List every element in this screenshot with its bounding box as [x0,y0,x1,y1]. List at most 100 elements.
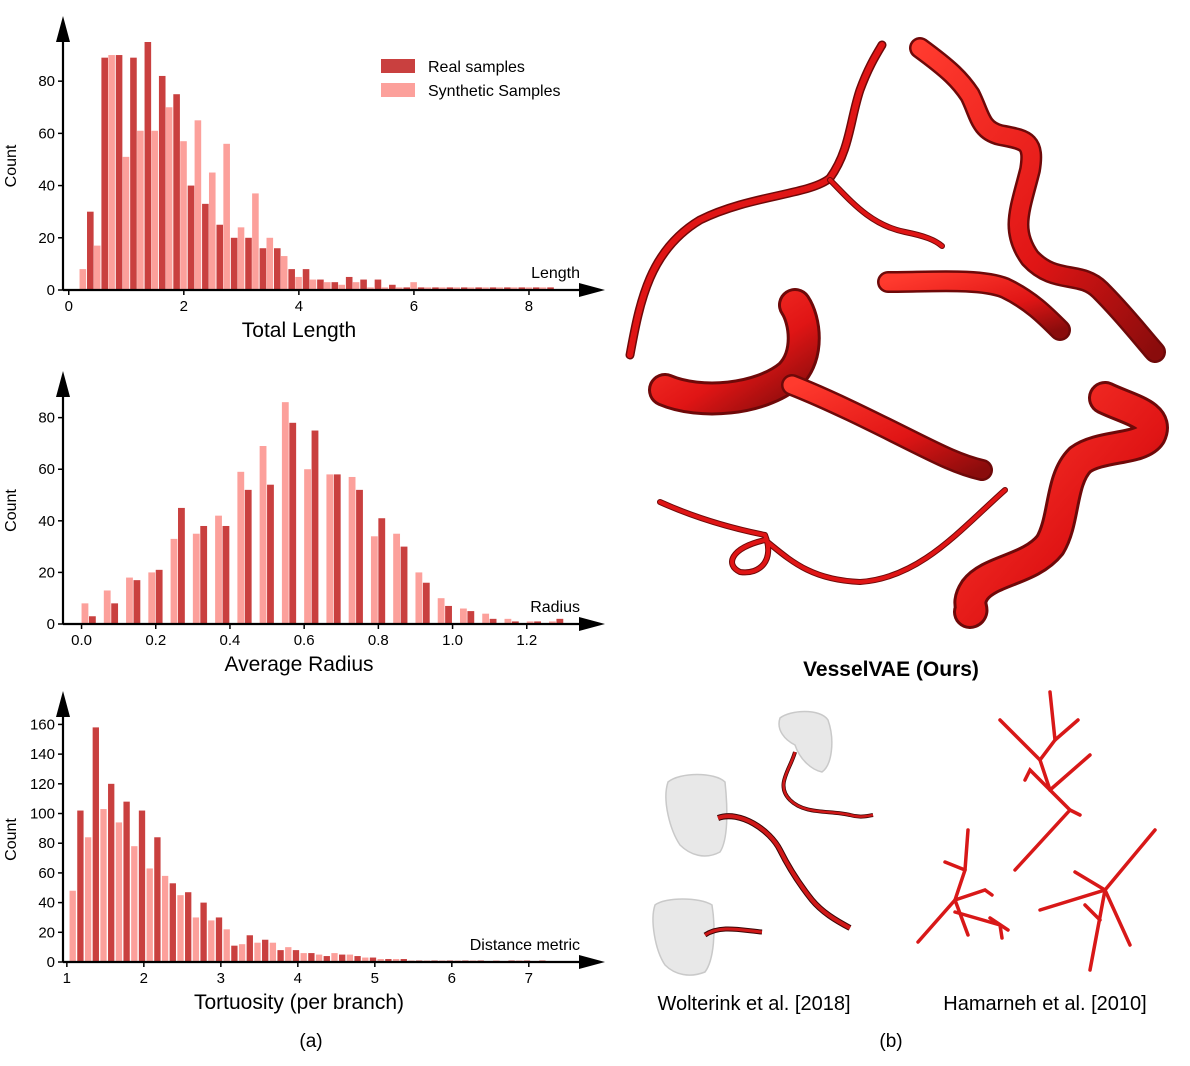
y-tick-label: 20 [38,924,55,941]
legend-swatch-synthetic [381,83,415,97]
bar-synthetic [151,130,159,290]
panel-label-a: (a) [299,1031,322,1052]
bar-real [144,42,152,290]
bar-real [417,287,425,290]
bar-real [504,287,511,290]
bar-synthetic [482,287,489,290]
bar-real [200,902,207,962]
bar-real [556,618,564,624]
bar-synthetic [281,402,289,624]
y-tick-label: 80 [38,835,55,852]
bar-synthetic [549,621,556,624]
bar-real [432,287,439,290]
x-tick-label: 4 [295,298,303,315]
bar-synthetic [467,287,475,290]
bar-real [216,224,224,290]
average-radius-histogram: 0 20 40 60 80 0.0 0.2 0.4 0.6 0.8 1.0 1.2 Radius Aver… [3,371,605,676]
bar-real [215,917,223,962]
bar-real [187,185,195,290]
bar-real [115,55,123,290]
bar-real [267,484,274,624]
wolterink-render-2 [665,773,852,931]
bar-real [333,474,341,624]
x-tick-label: 1.0 [442,632,463,649]
y-tick-label: 80 [38,410,55,427]
x-tick-label: 0.0 [71,632,92,649]
vessel-render-4 [657,487,1008,585]
axis-end-label: Distance metric [470,937,580,954]
bar-real [460,287,468,290]
bar-synthetic [148,572,156,624]
x-tick-label: 2 [180,298,188,315]
bar-synthetic [482,613,490,624]
x-axis-arrow [579,283,605,297]
legend-label-real: Real samples [428,59,525,76]
bar-real [547,287,554,290]
x-tick-label: 1.2 [516,632,537,649]
bar-synthetic [177,895,184,962]
bar-real [178,507,185,624]
bar-synthetic [381,287,389,290]
bar-synthetic [180,141,187,290]
bar-real [339,954,346,962]
bar-synthetic [280,256,288,290]
bar-synthetic [377,959,384,962]
bar-synthetic [192,533,200,624]
x-tick-label: 6 [410,298,418,315]
ours-label: VesselVAE (Ours) [803,658,979,681]
y-tick-label: 0 [47,954,55,971]
hamarneh-render-1 [998,690,1092,872]
bar-real [489,287,497,290]
bar-real [288,269,295,290]
x-tick-label: 7 [525,970,533,987]
bar-synthetic [165,107,173,290]
x-tick-label: 0 [65,298,73,315]
bar-synthetic [526,621,534,624]
bar-real [489,618,497,624]
bar-real [532,287,540,290]
bar-synthetic [300,953,307,962]
x-tick-label: 0.4 [220,632,241,649]
vessel-render-2 [877,37,1166,363]
panel-label-b: (b) [879,1031,902,1052]
bar-real [273,248,281,290]
x-tick-label: 6 [448,970,456,987]
total-length-histogram: 0 20 40 60 80 0 2 4 6 8 Length Total Length Count [3,16,605,342]
hamarneh-render-2 [916,828,1010,944]
bar-synthetic [309,279,317,290]
bar-synthetic [223,929,230,962]
bar-real [378,518,386,624]
x-tick-label: 3 [217,970,225,987]
vessel-render-1 [625,40,945,360]
x-tick-label: 5 [371,970,379,987]
axis-end-label: Length [531,265,580,282]
x-axis-title: Total Length [242,319,356,342]
legend: Real samples Synthetic Samples [381,59,561,100]
bar-real [185,892,192,962]
bar-synthetic [237,227,245,290]
bar-real [385,959,392,962]
bar-real [92,727,99,962]
bar-real [101,57,108,290]
hamarneh-render-3 [1038,828,1157,972]
bar-synthetic [393,533,401,624]
x-tick-label: 1 [63,970,71,987]
bar-synthetic [326,474,334,624]
bar-synthetic [504,618,512,624]
vessel-render-5 [953,381,1169,629]
bar-synthetic [69,890,76,962]
x-tick-label: 0.2 [145,632,166,649]
y-tick-label: 80 [38,73,55,90]
bar-synthetic [115,822,123,962]
bar-real [245,237,252,290]
bar-synthetic [266,237,274,290]
bar-real [331,282,339,290]
hamarneh-renderings [916,690,1157,972]
wolterink-render-3 [652,898,763,976]
y-tick-label: 140 [30,746,55,763]
y-axis-arrow [56,691,70,717]
bar-real [534,621,542,624]
y-tick-label: 120 [30,776,55,793]
bar-real [277,950,284,962]
